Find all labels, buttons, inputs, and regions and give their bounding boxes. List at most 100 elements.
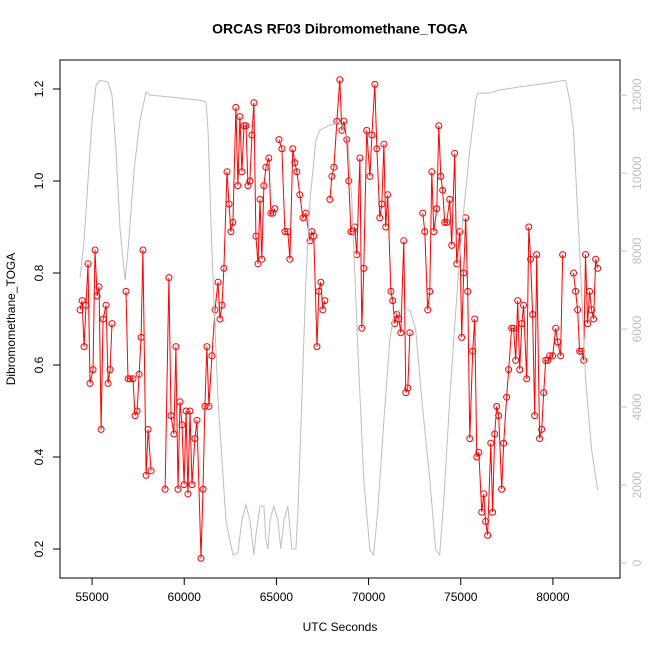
data-point bbox=[333, 117, 341, 125]
data-point bbox=[489, 508, 497, 516]
data-point bbox=[84, 260, 92, 268]
data-point bbox=[584, 320, 592, 328]
data-point bbox=[546, 352, 554, 360]
data-point bbox=[500, 439, 508, 447]
data-point bbox=[475, 448, 483, 456]
x-tick-label: 55000 bbox=[75, 590, 109, 604]
data-point bbox=[594, 264, 602, 272]
data-point bbox=[340, 117, 348, 125]
data-point bbox=[466, 435, 474, 443]
data-point bbox=[306, 237, 314, 245]
data-point bbox=[260, 182, 268, 190]
data-point bbox=[178, 421, 186, 429]
data-point bbox=[516, 366, 524, 374]
data-point bbox=[205, 402, 213, 410]
data-point bbox=[540, 389, 548, 397]
data-point bbox=[397, 329, 405, 337]
data-point bbox=[376, 214, 384, 222]
data-point bbox=[193, 416, 201, 424]
data-point bbox=[218, 301, 226, 309]
y2-tick-label: 2000 bbox=[630, 471, 644, 498]
data-point bbox=[435, 122, 443, 130]
data-point bbox=[347, 228, 355, 236]
data-point bbox=[291, 159, 299, 167]
data-point bbox=[523, 375, 531, 383]
data-point bbox=[240, 122, 248, 130]
data-point bbox=[368, 131, 376, 139]
data-point bbox=[289, 145, 297, 153]
data-point bbox=[538, 425, 546, 433]
data-point bbox=[82, 301, 90, 309]
data-point bbox=[89, 366, 97, 374]
data-point bbox=[336, 76, 344, 84]
data-point bbox=[363, 126, 371, 134]
data-point bbox=[232, 103, 240, 111]
data-point bbox=[510, 324, 518, 332]
data-point bbox=[574, 306, 582, 314]
data-point bbox=[428, 168, 436, 176]
x-axis-label: UTC Seconds bbox=[303, 620, 378, 634]
data-point bbox=[549, 352, 557, 360]
data-point bbox=[508, 324, 516, 332]
data-point bbox=[167, 412, 175, 420]
data-point bbox=[296, 191, 304, 199]
data-point bbox=[227, 228, 235, 236]
data-point bbox=[147, 467, 155, 475]
data-point bbox=[493, 402, 501, 410]
y-axis-label: Dibromomethane_TOGA bbox=[4, 253, 18, 386]
data-point bbox=[400, 237, 408, 245]
y2-tick-label: 6000 bbox=[630, 315, 644, 342]
data-point bbox=[356, 154, 364, 162]
data-point bbox=[142, 471, 150, 479]
data-point bbox=[265, 154, 273, 162]
data-point bbox=[402, 389, 410, 397]
data-point bbox=[223, 168, 231, 176]
data-point bbox=[512, 356, 520, 364]
data-point bbox=[144, 425, 152, 433]
data-point bbox=[191, 435, 199, 443]
data-point bbox=[93, 292, 101, 300]
data-point bbox=[503, 393, 511, 401]
data-point bbox=[487, 439, 495, 447]
data-point bbox=[315, 287, 323, 295]
y2-tick-label: 0 bbox=[630, 559, 644, 566]
data-line bbox=[79, 79, 599, 557]
data-point bbox=[426, 287, 434, 295]
data-point bbox=[122, 287, 130, 295]
data-point bbox=[451, 149, 459, 157]
data-point bbox=[216, 315, 224, 323]
data-point bbox=[86, 379, 94, 387]
data-point bbox=[495, 412, 503, 420]
data-point bbox=[433, 205, 441, 213]
data-point bbox=[380, 140, 388, 148]
data-point bbox=[271, 205, 279, 213]
data-point bbox=[460, 269, 468, 277]
data-point bbox=[469, 347, 477, 355]
data-point bbox=[430, 228, 438, 236]
data-point bbox=[518, 320, 526, 328]
data-point bbox=[439, 186, 447, 194]
data-point bbox=[313, 343, 321, 351]
data-point bbox=[242, 122, 250, 130]
data-point bbox=[214, 278, 222, 286]
data-point bbox=[351, 223, 359, 231]
data-point bbox=[281, 228, 289, 236]
data-point bbox=[360, 264, 368, 272]
data-point bbox=[505, 366, 513, 374]
data-point bbox=[172, 343, 180, 351]
data-point bbox=[317, 278, 325, 286]
data-point bbox=[310, 232, 318, 240]
data-point bbox=[527, 255, 535, 263]
data-point bbox=[184, 490, 192, 498]
data-point bbox=[533, 251, 541, 259]
data-point bbox=[108, 320, 116, 328]
data-point bbox=[482, 517, 490, 525]
data-point bbox=[208, 352, 216, 360]
y-tick-label: 0.4 bbox=[32, 448, 46, 465]
data-point bbox=[529, 310, 537, 318]
data-point bbox=[225, 200, 233, 208]
data-point bbox=[258, 255, 266, 263]
data-line bbox=[164, 102, 276, 559]
data-point bbox=[286, 255, 294, 263]
data-point bbox=[197, 554, 205, 562]
